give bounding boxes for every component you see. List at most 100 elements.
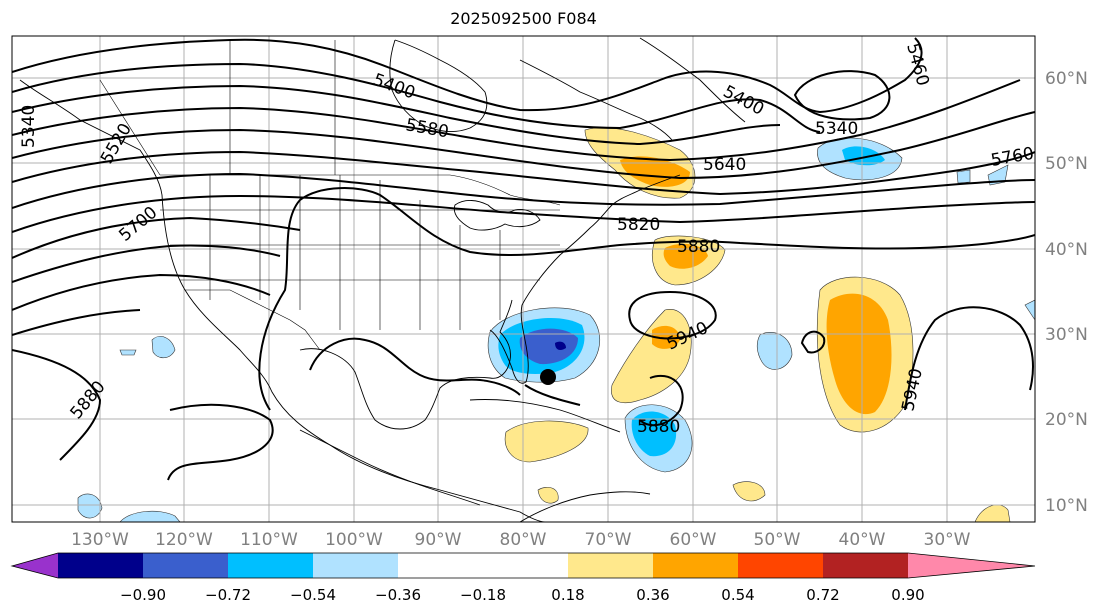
contour-line	[12, 309, 141, 336]
contour-line	[12, 62, 821, 133]
contour-label: 5580	[404, 115, 450, 142]
colorbar-tick-label: 0.54	[721, 586, 754, 604]
colorbar-tick-label: 0.72	[806, 586, 839, 604]
negative-anomaly-region	[1024, 299, 1035, 321]
contour-line	[12, 216, 301, 259]
colorbar-tick-label: 0.18	[551, 586, 584, 604]
lat-label: 20°N	[1045, 410, 1088, 430]
contour-label: 5820	[617, 215, 660, 235]
negative-anomaly-region	[119, 510, 181, 522]
labrador-coast	[519, 59, 673, 141]
colorbar-segment	[568, 553, 653, 578]
lon-label: 100°W	[325, 530, 383, 550]
negative-anomaly-region	[77, 493, 103, 519]
contour-line	[12, 150, 1035, 196]
gulf-coastline	[299, 299, 513, 430]
lat-label: 10°N	[1045, 496, 1088, 516]
colorbar-segment	[908, 553, 1035, 578]
colorbar-segment	[228, 553, 313, 578]
lon-label: 80°W	[500, 530, 547, 550]
map-frame	[11, 35, 1036, 523]
political-borders	[99, 40, 561, 351]
negative-anomaly-region	[956, 169, 971, 184]
lon-label: 60°W	[670, 530, 717, 550]
latitude-labels: 60°N 50°N 40°N 30°N 20°N 10°N	[1045, 69, 1088, 516]
contour-line	[12, 37, 923, 114]
greenland-coast	[639, 37, 746, 123]
lat-label: 60°N	[1045, 69, 1088, 89]
colorbar-segment	[313, 553, 398, 578]
anomaly-shading	[77, 127, 1035, 522]
colorbar-segment	[823, 553, 908, 578]
contour-line	[12, 84, 781, 146]
colorbar-segment	[653, 553, 738, 578]
positive-anomaly-core	[620, 156, 690, 187]
longitude-labels: 130°W 120°W 110°W 100°W 90°W 80°W 70°W 6…	[71, 530, 971, 550]
positive-anomaly-region	[974, 504, 1011, 522]
contour-5940-loop-east	[800, 330, 826, 354]
negative-anomaly-strong	[519, 328, 578, 365]
colorbar-tick-label: 0.36	[636, 586, 669, 604]
negative-anomaly-region	[151, 336, 176, 359]
contour-line	[12, 244, 281, 283]
colorbar-segment	[483, 553, 568, 578]
north-america-coastline	[19, 79, 546, 522]
colorbar-tick-label: 0.90	[891, 586, 924, 604]
contour-line	[12, 79, 1021, 162]
colorbar-tick-label: −0.54	[290, 586, 336, 604]
contour-5880-west	[12, 349, 102, 461]
colorbar-tick-label: −0.72	[205, 586, 251, 604]
contour-5880-main	[258, 187, 1035, 411]
colorbar-tick-label: −0.90	[120, 586, 166, 604]
negative-anomaly-region	[756, 332, 793, 370]
cuba-coast	[469, 399, 621, 433]
colorbar-segment	[58, 553, 143, 578]
colorbar-segment	[143, 553, 228, 578]
colorbar-tick-label: −0.18	[460, 586, 506, 604]
colorbar-segment	[398, 553, 483, 578]
positive-anomaly-region	[611, 309, 692, 404]
lon-label: 40°W	[839, 530, 886, 550]
colorbar-outline	[10, 552, 1036, 579]
contour-line	[12, 111, 1035, 180]
colorbar-ticks: −0.90 −0.72 −0.54 −0.36 −0.18 0.18 0.36 …	[120, 586, 925, 604]
contour-label: 5640	[703, 155, 746, 175]
contour-5880-south	[524, 384, 581, 406]
colorbar	[10, 552, 1036, 579]
contour-5340-closed	[793, 70, 891, 121]
lat-label: 40°N	[1045, 240, 1088, 260]
colorbar-segment	[12, 553, 58, 578]
positive-anomaly-core	[826, 293, 892, 415]
height-contours	[12, 37, 1035, 481]
province-line	[99, 79, 161, 176]
negative-anomaly-core	[555, 341, 566, 351]
contour-label: 5880	[67, 377, 110, 423]
contour-5940-gulf	[309, 337, 521, 396]
contour-label: 5460	[902, 41, 933, 88]
great-lakes	[453, 200, 541, 231]
lon-label: 70°W	[585, 530, 632, 550]
gridlines	[12, 36, 1035, 522]
contour-label: 5400	[720, 82, 768, 120]
contour-5880-south2	[639, 374, 684, 427]
positive-anomaly-region	[537, 487, 559, 504]
us-mexico-border	[185, 289, 321, 351]
colorbar-tick-label: −0.36	[375, 586, 421, 604]
positive-anomaly-core	[663, 243, 708, 269]
lon-label: 30°W	[924, 530, 971, 550]
contour-label: 5520	[97, 120, 136, 167]
lat-label: 30°N	[1045, 325, 1088, 345]
contour-label: 5880	[677, 237, 720, 257]
positive-anomaly-region	[732, 481, 766, 502]
contour-5940-east	[904, 306, 1034, 411]
contour-label: 5400	[370, 70, 417, 104]
central-america-coast	[299, 429, 481, 506]
map-title: 2025092500 F084	[450, 9, 597, 28]
contour-line	[12, 172, 1035, 209]
contour-5880-caribbean	[167, 403, 274, 481]
contour-label: 5760	[989, 144, 1035, 171]
lon-label: 50°W	[754, 530, 801, 550]
south-america-coast	[519, 491, 651, 522]
storm-center-marker	[540, 369, 556, 385]
